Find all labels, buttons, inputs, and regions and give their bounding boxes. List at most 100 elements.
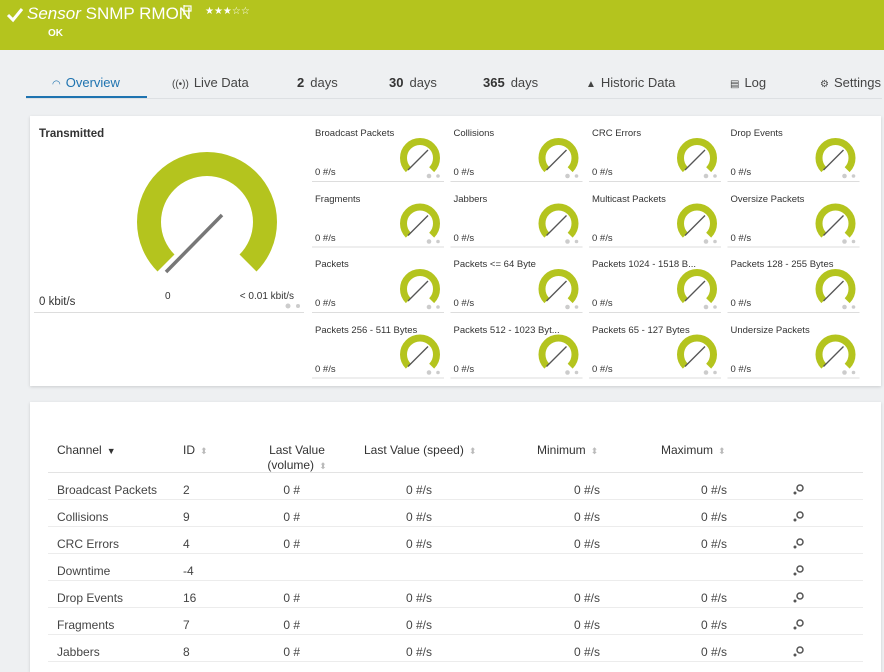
channel-id: 4	[183, 537, 190, 551]
tab-unit: days	[409, 75, 437, 90]
gauge-settings-icon	[842, 173, 847, 179]
column-title: ID	[183, 443, 195, 457]
tab[interactable]: ▤ Log	[730, 75, 766, 90]
column-header[interactable]: Minimum ⬍	[537, 443, 598, 457]
status: OK	[48, 28, 63, 39]
sensor-title: Sensor SNMP RMON	[27, 4, 191, 24]
gauge-arc	[400, 334, 440, 369]
gauge-name: Oversize Packets	[730, 193, 805, 205]
gauge-value: 0 #/s	[730, 363, 752, 375]
channel-settings-icon[interactable]	[796, 538, 804, 546]
gauge-name: Undersize Packets	[730, 324, 810, 336]
gauge-settings-icon	[426, 304, 432, 310]
gauge-max: < 0.01 kbit/s	[239, 291, 294, 302]
column-header[interactable]: ID ⬍	[183, 443, 208, 457]
channel-id: 16	[183, 591, 197, 605]
gauge-needle	[823, 149, 844, 171]
gauge-arc	[677, 269, 717, 304]
cell-min: 0 #/s	[573, 537, 600, 551]
gauge-needle	[546, 215, 567, 236]
channel-settings-icon[interactable]	[796, 619, 804, 627]
gauge-pin-icon	[851, 370, 856, 375]
main-gauge-arc	[137, 152, 277, 272]
column-header[interactable]: Last Value (volume) ⬍	[262, 443, 332, 474]
gauge-name: Collisions	[453, 128, 495, 139]
tab[interactable]: ((•)) Live Data	[172, 75, 249, 90]
cell-volume: 0 #	[283, 645, 300, 659]
gauge-value: 0 #/s	[453, 167, 475, 178]
gauge-value: 0 #/s	[730, 167, 752, 178]
gauge-value: 0 #/s	[730, 298, 752, 309]
gauge-needle	[684, 149, 706, 171]
gauge-value: 0 #/s	[592, 298, 613, 309]
tab[interactable]: ▲ Historic Data	[586, 75, 675, 90]
gauge-value: 0 #/s	[592, 363, 613, 375]
channel-name[interactable]: Broadcast Packets	[57, 483, 158, 497]
gauge-pin-icon	[296, 304, 300, 308]
cell-max: 0 #/s	[700, 537, 727, 551]
gauge-arc	[677, 203, 717, 238]
column-title: Last Value (volume)	[267, 443, 325, 472]
gauge-needle	[546, 346, 567, 367]
gauge-arc	[815, 334, 856, 369]
tab[interactable]: ⚙ Settings	[820, 75, 881, 90]
cell-speed: 0 #/s	[405, 618, 432, 632]
gauge-name: Fragments	[315, 193, 361, 205]
sensor-header: Sensor SNMP RMON ★★★☆☆ OK	[0, 0, 884, 50]
gauge-arc	[677, 138, 717, 173]
gauge-name: Multicast Packets	[592, 193, 666, 205]
tab-icon: ▲	[586, 79, 596, 90]
tab-label: Live Data	[193, 75, 249, 90]
gauge-needle	[407, 346, 429, 367]
cell-volume: 0 #	[283, 510, 300, 524]
tab[interactable]: 30 days	[389, 75, 437, 90]
gauge-needle	[823, 346, 844, 367]
channel-name[interactable]: Jabbers	[57, 645, 100, 659]
gauge-value: 0 #/s	[730, 232, 752, 244]
tab-label: Log	[744, 75, 767, 90]
gauge-settings-icon	[842, 370, 847, 375]
channel-name[interactable]: Drop Events	[57, 591, 124, 605]
gauge-value: 0 #/s	[315, 232, 336, 244]
gauge-pin-icon	[713, 305, 717, 309]
gauge-name: Packets 256 - 511 Bytes	[315, 324, 418, 336]
column-header[interactable]: Last Value (speed) ⬍	[364, 443, 476, 457]
gauge-arc	[538, 203, 579, 238]
channel-name[interactable]: Collisions	[57, 510, 109, 524]
column-header[interactable]: Maximum ⬍	[661, 443, 726, 457]
gauge-needle	[407, 280, 429, 302]
gauge-settings-icon	[842, 304, 847, 310]
gauge-pin-icon	[851, 174, 856, 178]
gauge-arc	[400, 203, 440, 238]
channel-settings-icon[interactable]	[796, 565, 804, 573]
cell-min: 0 #/s	[573, 591, 600, 605]
gauge-needle	[407, 215, 429, 236]
cell-volume: 0 #	[283, 618, 300, 632]
channel-name[interactable]: Fragments	[57, 618, 115, 632]
channel-settings-icon-dot	[793, 653, 797, 657]
channel-settings-icon[interactable]	[796, 484, 804, 492]
channel-settings-icon[interactable]	[796, 592, 804, 600]
channel-id: -4	[183, 564, 194, 578]
cell-volume: 0 #	[283, 483, 300, 497]
gauge-settings-icon	[426, 173, 432, 179]
column-header[interactable]: Channel ▼	[57, 443, 116, 457]
cell-max: 0 #/s	[700, 618, 727, 632]
tab[interactable]: ◠ Overview	[52, 75, 120, 90]
gauge-arc	[538, 269, 579, 304]
channel-settings-icon-dot	[793, 626, 797, 630]
gauge-pin-icon	[436, 174, 440, 178]
channel-settings-icon[interactable]	[796, 511, 804, 519]
channel-id: 7	[183, 618, 190, 632]
gauge-settings-icon	[703, 239, 709, 244]
channel-name[interactable]: Downtime	[57, 564, 111, 578]
gauge-needle	[823, 215, 844, 236]
tab[interactable]: 365 days	[483, 75, 538, 90]
tab[interactable]: 2 days	[297, 75, 338, 90]
channel-settings-icon[interactable]	[796, 646, 804, 654]
gauge-pin-icon	[574, 370, 579, 375]
cell-min: 0 #/s	[573, 645, 600, 659]
flag-and-stars[interactable]: ★★★☆☆	[183, 4, 253, 18]
gauge-pin-icon	[436, 305, 440, 309]
channel-name[interactable]: CRC Errors	[57, 537, 119, 551]
